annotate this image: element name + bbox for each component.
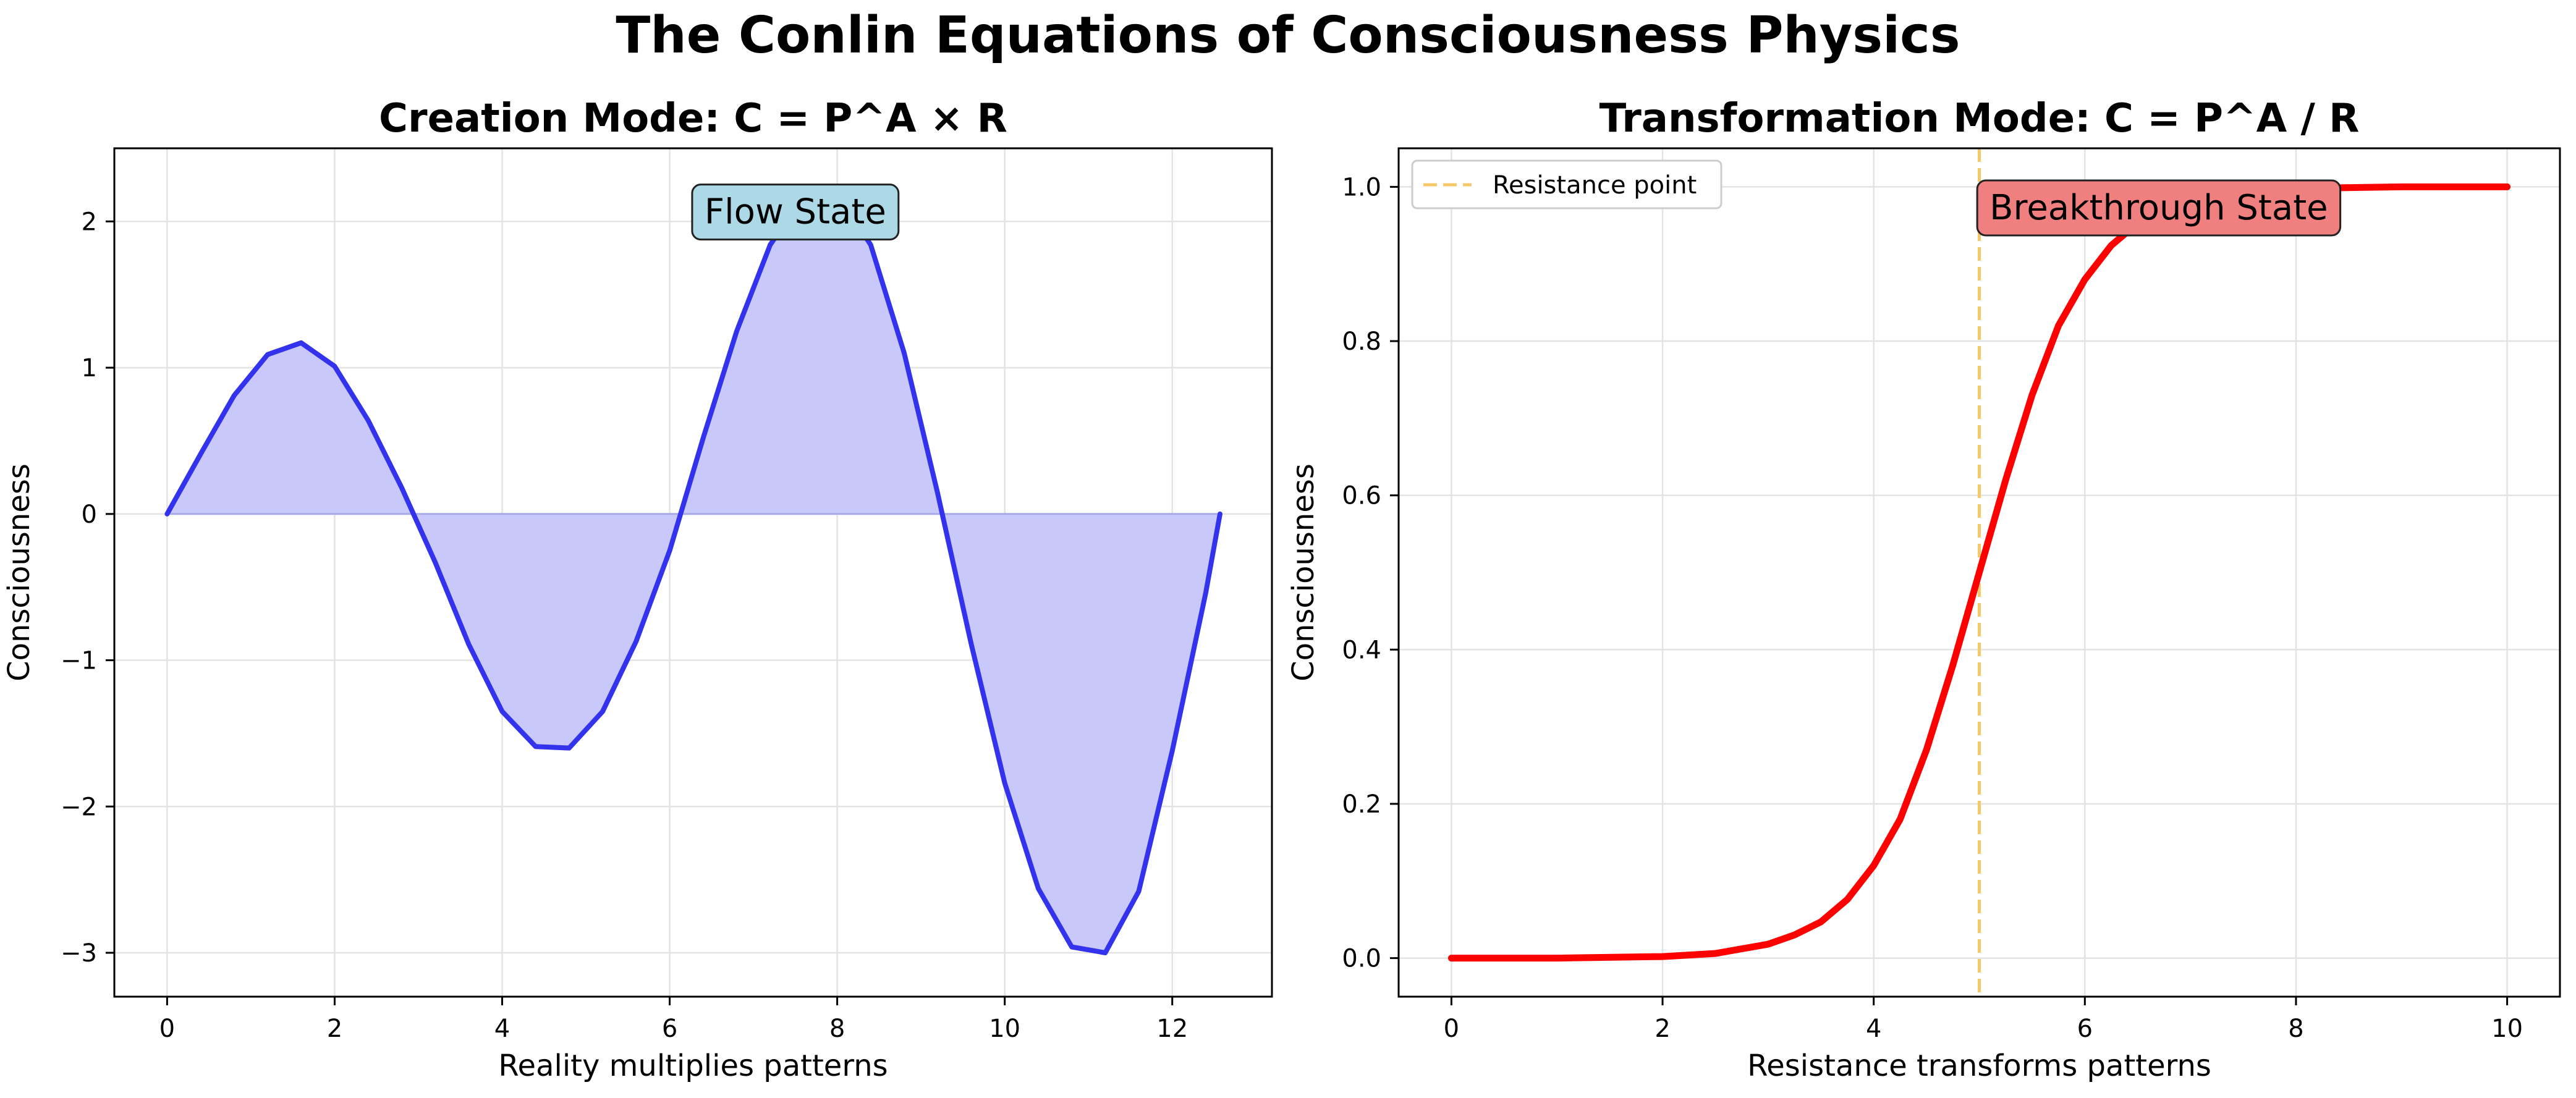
x-tick-label: 6 — [662, 1015, 677, 1043]
x-tick-label: 6 — [2077, 1015, 2093, 1043]
annotation-box — [1976, 179, 2342, 237]
x-tick-label: 2 — [1654, 1015, 1670, 1043]
y-tick-label: 1.0 — [1342, 173, 1381, 201]
y-axis-label: Consciousness — [1286, 463, 1321, 682]
y-tick-label: −1 — [61, 647, 97, 675]
y-tick-label: −2 — [61, 793, 97, 821]
x-tick-label: 0 — [159, 1015, 175, 1043]
x-tick-label: 0 — [1444, 1015, 1459, 1043]
series-line — [164, 191, 1222, 955]
y-tick-label: 0.8 — [1342, 327, 1381, 356]
chart-title: Transformation Mode: C = P^A / R — [1599, 96, 2360, 141]
y-tick-label: 1 — [82, 354, 97, 382]
y-tick-label: −3 — [61, 939, 97, 968]
x-tick-label: 4 — [1866, 1015, 1881, 1043]
x-tick-label: 8 — [2288, 1015, 2303, 1043]
x-tick-label: 10 — [2491, 1015, 2523, 1043]
annotation-label: Breakthrough State — [1989, 188, 2328, 228]
x-tick-label: 10 — [989, 1015, 1020, 1043]
transformation-mode-panel: 0 2 4 6 8 10 0.0 0.2 0.4 0.6 0.8 1.0 Transformation … — [1286, 96, 2561, 1083]
chart-title: Creation Mode: C = P^A × R — [379, 96, 1007, 141]
y-axis-label: Consciousness — [2, 463, 36, 682]
x-tick-label: 4 — [494, 1015, 510, 1043]
area-fill — [167, 193, 1220, 953]
figure-title: The Conlin Equations of Consciousness Ph… — [616, 6, 1960, 65]
annotation-box — [691, 184, 900, 241]
axes-frame — [1397, 147, 2561, 998]
x-tick-label: 8 — [829, 1015, 845, 1043]
y-tick-label: 0.2 — [1342, 790, 1381, 819]
y-tick-label: 0.6 — [1342, 482, 1381, 510]
x-tick-label: 2 — [327, 1015, 342, 1043]
y-tick-label: 0.0 — [1342, 945, 1381, 973]
y-tick-label: 0 — [82, 500, 97, 529]
x-tick-label: 12 — [1156, 1015, 1188, 1043]
x-axis-label: Reality multiplies patterns — [498, 1049, 888, 1083]
annotation-label: Flow State — [705, 192, 886, 232]
axes-frame — [113, 147, 1273, 998]
y-tick-label: 2 — [82, 208, 97, 236]
x-axis-label: Resistance transforms patterns — [1747, 1049, 2211, 1083]
legend-label: Resistance point — [1493, 171, 1697, 200]
y-tick-label: 0.4 — [1342, 636, 1381, 664]
legend-box — [1411, 159, 1722, 209]
